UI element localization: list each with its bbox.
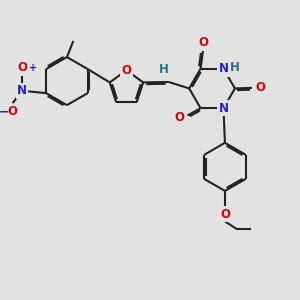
Text: +: +	[29, 63, 37, 73]
Text: N: N	[218, 62, 229, 75]
Text: H: H	[158, 63, 168, 76]
Text: N: N	[17, 84, 27, 97]
Text: H: H	[230, 61, 240, 74]
Text: O: O	[122, 64, 131, 77]
Text: −: −	[0, 105, 9, 119]
Text: O: O	[17, 61, 27, 74]
Text: O: O	[255, 81, 265, 94]
Text: O: O	[198, 36, 208, 49]
Text: N: N	[218, 102, 229, 115]
Text: O: O	[220, 208, 230, 220]
Text: O: O	[174, 110, 184, 124]
Text: O: O	[7, 105, 17, 119]
